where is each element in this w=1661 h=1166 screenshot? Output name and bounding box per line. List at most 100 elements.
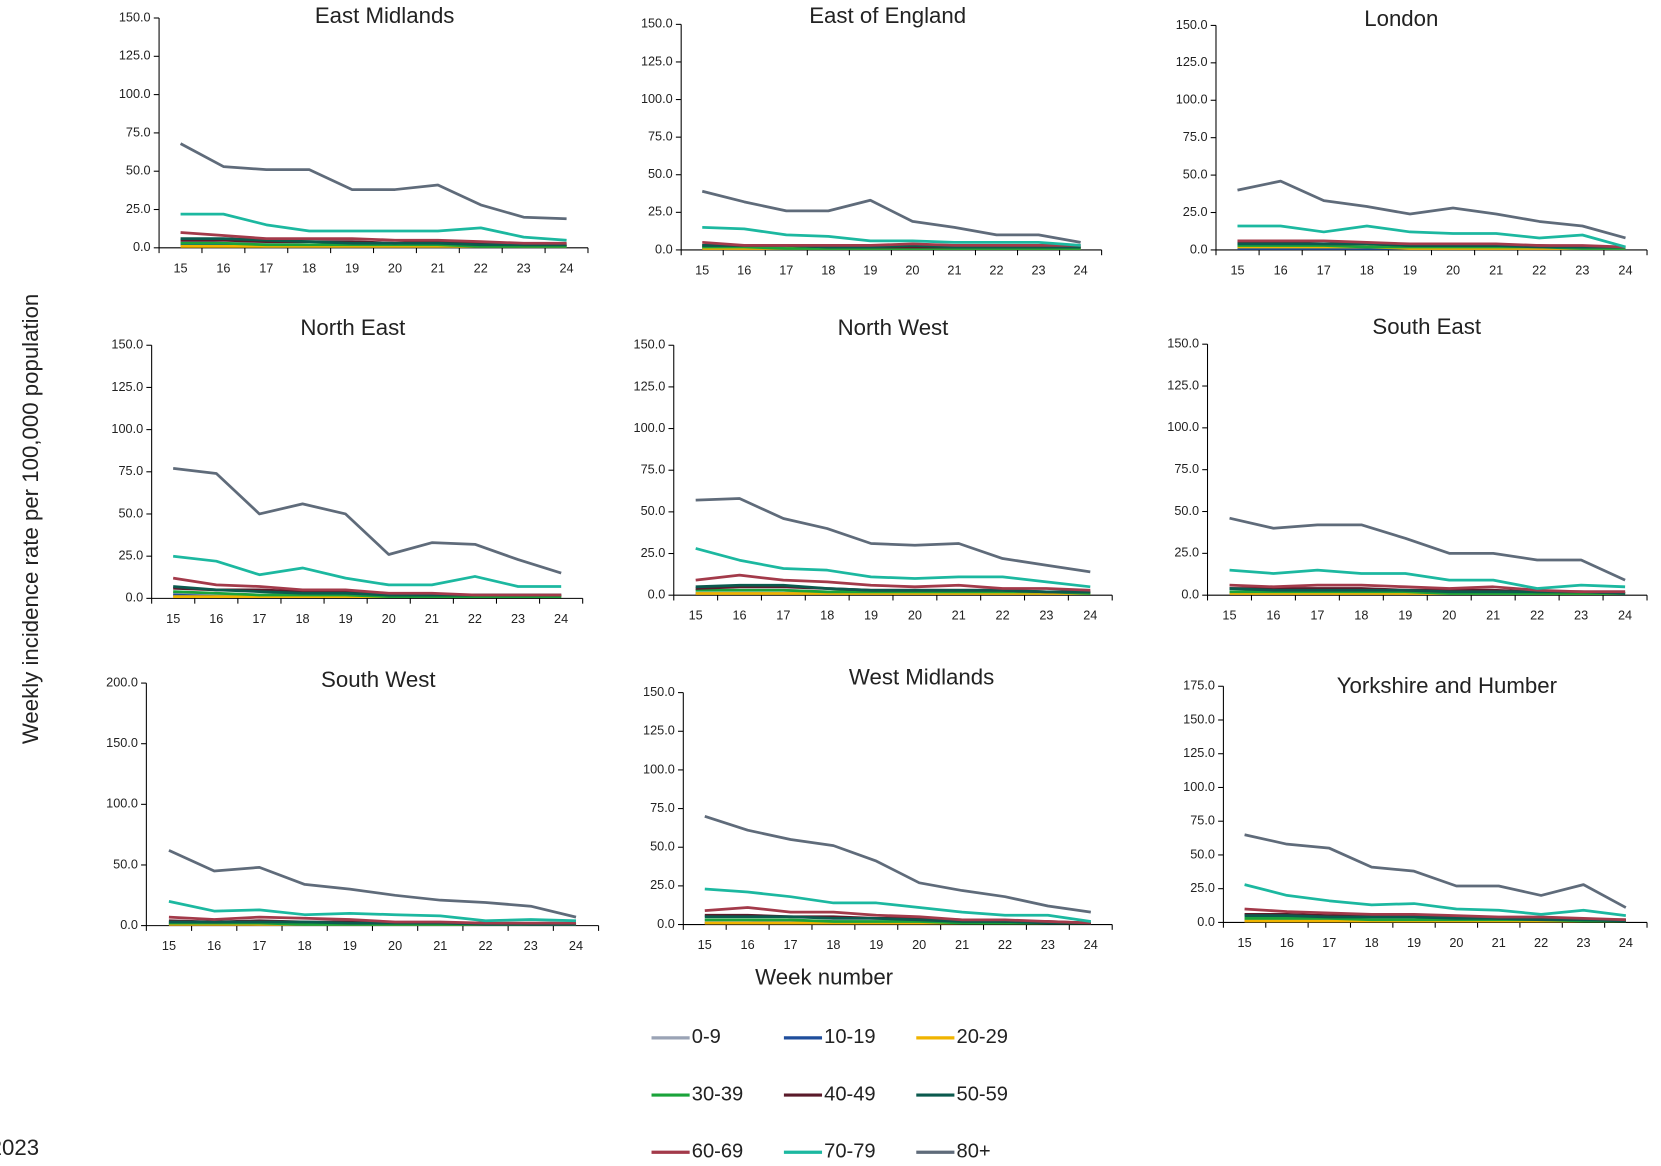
legend-label: 50-59 [957, 1083, 1008, 1105]
y-tick-label: 150.0 [1167, 337, 1199, 351]
series-line [1244, 914, 1626, 923]
y-tick-label: 0.0 [1181, 588, 1199, 602]
y-tick-label: 75.0 [1183, 130, 1208, 144]
y-tick-label: 125.0 [1167, 378, 1199, 392]
x-tick-label: 23 [524, 939, 538, 953]
series-line [702, 225, 1081, 247]
chart-title: East of England [809, 3, 966, 28]
y-tick-label: 100.0 [634, 421, 666, 435]
x-tick-label: 22 [474, 261, 488, 275]
x-tick-label: 22 [1534, 936, 1548, 950]
y-tick-label: 125.0 [641, 54, 673, 68]
x-tick-label: 16 [216, 261, 230, 275]
y-tick-label: 25.0 [1190, 881, 1215, 895]
x-tick-label: 16 [207, 939, 221, 953]
x-tick-label: 18 [820, 609, 834, 623]
y-tick-label: 0.0 [655, 242, 673, 256]
chart-title: South West [321, 667, 436, 692]
x-tick-label: 15 [173, 261, 187, 275]
x-tick-label: 21 [431, 261, 445, 275]
y-tick-label: 50.0 [118, 506, 143, 520]
x-tick-label: 15 [1222, 609, 1236, 623]
x-tick-label: 21 [1489, 263, 1503, 277]
y-tick-label: 50.0 [126, 164, 151, 178]
legend-label: 30-39 [692, 1083, 743, 1105]
y-tick-label: 75.0 [1174, 462, 1199, 476]
series-line [1229, 583, 1626, 594]
x-tick-label: 20 [912, 938, 926, 952]
x-tick-label: 22 [989, 263, 1003, 277]
series-line [172, 576, 562, 597]
x-tick-label: 19 [869, 938, 883, 952]
y-tick-label: 50.0 [1174, 504, 1199, 518]
series-line [1237, 179, 1626, 240]
x-tick-label: 24 [1083, 609, 1097, 623]
series-line [1237, 239, 1626, 249]
x-tick-label: 23 [1576, 936, 1590, 950]
series-line [179, 142, 567, 221]
legend-label: 60-69 [692, 1141, 743, 1163]
y-tick-label: 75.0 [126, 125, 151, 139]
x-tick-label: 17 [779, 263, 793, 277]
x-tick-label: 24 [554, 612, 568, 626]
y-tick-label: 175.0 [1183, 679, 1215, 693]
x-tick-label: 22 [998, 938, 1012, 952]
y-tick-label: 0.0 [133, 240, 151, 254]
series-line [702, 241, 1081, 247]
series-line [168, 849, 577, 919]
chart-title: London [1364, 6, 1438, 31]
y-tick-label: 0.0 [126, 591, 144, 605]
series-line [695, 573, 1091, 592]
y-tick-label: 150.0 [1183, 712, 1215, 726]
y-tick-label: 150.0 [111, 338, 143, 352]
y-tick-label: 25.0 [1183, 205, 1208, 219]
y-tick-label: 75.0 [1190, 814, 1215, 828]
series-line [702, 245, 1081, 250]
series-line [1244, 907, 1626, 922]
x-tick-label: 18 [302, 261, 316, 275]
x-tick-label: 19 [1398, 609, 1412, 623]
series-line [172, 467, 562, 575]
chart-title: North East [300, 315, 406, 340]
x-tick-label: 20 [388, 261, 402, 275]
x-tick-label: 20 [908, 609, 922, 623]
y-tick-label: 125.0 [1183, 746, 1215, 760]
y-tick-label: 125.0 [634, 379, 666, 393]
x-tick-label: 19 [863, 263, 877, 277]
y-tick-label: 100.0 [643, 762, 675, 776]
x-tick-label: 16 [1280, 936, 1294, 950]
y-tick-label: 75.0 [118, 464, 143, 478]
x-tick-label: 22 [478, 939, 492, 953]
x-tick-label: 16 [209, 612, 223, 626]
x-tick-label: 20 [1446, 263, 1460, 277]
series-line [704, 906, 1091, 925]
series-line [695, 497, 1091, 574]
y-tick-label: 100.0 [119, 87, 151, 101]
x-tick-label: 18 [821, 263, 835, 277]
chart-title: Yorkshire and Humber [1337, 673, 1558, 698]
x-tick-label: 15 [695, 263, 709, 277]
legend-label: 0-9 [692, 1026, 721, 1048]
legend-label: 80+ [957, 1141, 991, 1163]
x-tick-label: 23 [1575, 263, 1589, 277]
x-tick-label: 19 [864, 609, 878, 623]
y-tick-label: 25.0 [641, 546, 666, 560]
x-tick-label: 20 [388, 939, 402, 953]
chart-title: East Midlands [315, 3, 455, 28]
x-tick-label: 23 [1039, 609, 1053, 623]
x-tick-label: 21 [1492, 936, 1506, 950]
y-tick-label: 100.0 [106, 797, 138, 811]
series-line [1244, 833, 1627, 909]
y-tick-label: 100.0 [111, 422, 143, 436]
x-tick-label: 21 [1486, 609, 1500, 623]
x-tick-label: 15 [1230, 263, 1244, 277]
x-tick-label: 16 [1274, 263, 1288, 277]
x-tick-label: 17 [252, 939, 266, 953]
series-line [1229, 590, 1626, 595]
x-tick-label: 23 [1031, 263, 1045, 277]
y-tick-label: 100.0 [1176, 93, 1208, 107]
series-line [172, 554, 562, 588]
x-tick-label: 17 [259, 261, 273, 275]
series-line [701, 189, 1081, 244]
x-tick-label: 15 [689, 609, 703, 623]
